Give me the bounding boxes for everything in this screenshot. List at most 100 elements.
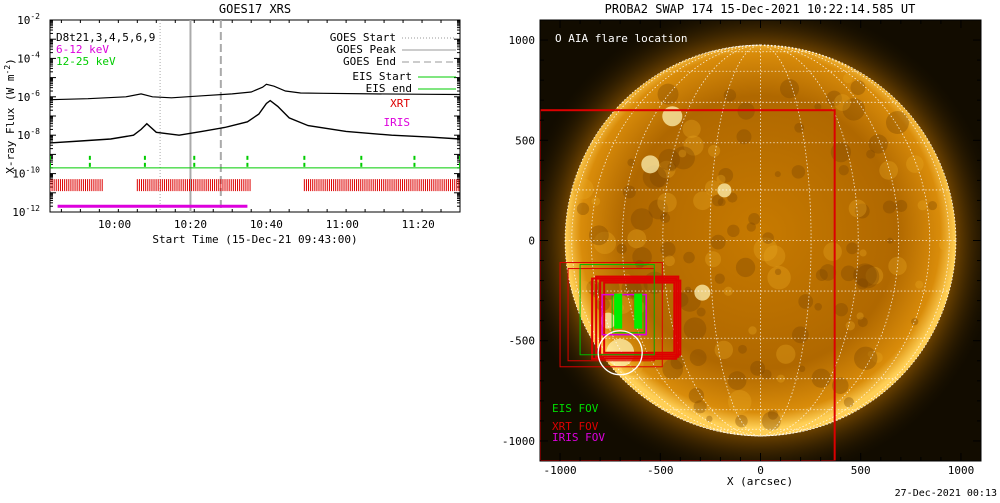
- surface-mottle: [775, 269, 781, 275]
- surface-mottle: [727, 225, 739, 237]
- surface-mottle: [658, 84, 679, 105]
- swap-x-tick-label: 1000: [948, 464, 975, 477]
- surface-mottle: [592, 197, 601, 206]
- surface-mottle: [735, 415, 747, 427]
- surface-mottle: [577, 281, 590, 294]
- surface-mottle: [814, 303, 822, 311]
- surface-mottle: [736, 258, 755, 277]
- swap-y-tick-label: -500: [509, 335, 536, 348]
- surface-mottle: [662, 359, 683, 380]
- surface-mottle: [728, 371, 747, 390]
- surface-mottle: [895, 200, 907, 212]
- swap-x-axis-label: X (arcsec): [727, 475, 793, 488]
- surface-mottle: [708, 145, 720, 157]
- swap-x-tick-label: -500: [647, 464, 674, 477]
- surface-mottle: [724, 89, 736, 101]
- surface-mottle: [798, 294, 813, 309]
- goes-y-tick-label: 10-12: [12, 204, 40, 219]
- swap-x-tick-label: 500: [851, 464, 871, 477]
- goes-y-tick-exp: -8: [30, 127, 40, 136]
- surface-mottle: [928, 201, 937, 210]
- surface-mottle: [627, 229, 646, 248]
- legend-iris-label: IRIS: [384, 116, 411, 129]
- legend-xrt-label: XRT: [390, 97, 410, 110]
- surface-mottle: [762, 412, 781, 431]
- surface-mottle: [839, 165, 849, 175]
- surface-mottle: [911, 318, 918, 325]
- legend-12-25kev-label: 12-25 keV: [56, 55, 116, 68]
- surface-mottle: [724, 287, 733, 296]
- goes-y-tick-base: 10: [17, 129, 30, 142]
- goes-y-tick-exp: -12: [26, 204, 41, 213]
- surface-mottle: [835, 303, 848, 316]
- goes-x-tick-label: 11:00: [326, 218, 359, 231]
- surface-mottle: [690, 349, 707, 366]
- surface-mottle: [715, 274, 725, 284]
- surface-mottle: [660, 213, 670, 223]
- surface-mottle: [844, 397, 854, 407]
- surface-mottle: [857, 312, 864, 319]
- surface-mottle: [799, 366, 805, 372]
- surface-mottle: [814, 103, 821, 110]
- surface-mottle: [627, 159, 635, 167]
- surface-mottle: [748, 213, 760, 225]
- goes-x-tick-label: 11:20: [402, 218, 435, 231]
- surface-mottle: [812, 369, 831, 388]
- surface-mottle: [762, 232, 774, 244]
- surface-mottle: [679, 150, 687, 158]
- swap-y-tick-label: 0: [528, 235, 535, 248]
- goes-x-tick-label: 10:20: [174, 218, 207, 231]
- eis-timeline: [50, 156, 460, 168]
- active-region: [694, 285, 710, 301]
- swap-y-tick-label: 1000: [509, 34, 536, 47]
- legend-eis-end-label: EIS end: [366, 82, 412, 95]
- surface-mottle: [780, 79, 799, 98]
- goes-y-tick-exp: -4: [30, 50, 40, 59]
- eis-slit-bar: [614, 294, 622, 329]
- surface-mottle: [888, 257, 906, 275]
- swap-y-tick-label: -1000: [502, 435, 535, 448]
- surface-mottle: [711, 235, 726, 250]
- surface-mottle: [846, 321, 855, 330]
- surface-mottle: [738, 345, 747, 354]
- surface-mottle: [683, 252, 695, 264]
- goes-y-tick-exp: -2: [30, 12, 40, 21]
- goes-y-tick-label: 10-4: [17, 50, 40, 65]
- surface-mottle: [775, 171, 781, 177]
- goes-y-axis-label: X-ray Flux (W m-2): [3, 58, 17, 174]
- surface-mottle: [823, 242, 842, 261]
- surface-mottle: [748, 326, 756, 334]
- goes-x-tick-label: 10:40: [250, 218, 283, 231]
- surface-mottle: [792, 165, 806, 179]
- surface-mottle: [792, 326, 809, 343]
- surface-mottle: [846, 242, 858, 254]
- swap-title: PROBA2 SWAP 174 15-Dec-2021 10:22:14.585…: [605, 2, 916, 16]
- surface-mottle: [689, 388, 704, 403]
- goes-y-tick-label: 10-6: [17, 89, 40, 104]
- surface-mottle: [664, 256, 675, 267]
- legend-goes-end-label: GOES End: [343, 55, 396, 68]
- surface-mottle: [850, 80, 865, 95]
- surface-mottle: [658, 149, 680, 171]
- surface-mottle: [573, 178, 594, 199]
- active-region: [717, 183, 731, 197]
- goes-y-tick-label: 10-8: [17, 127, 40, 142]
- surface-mottle: [750, 361, 765, 376]
- surface-mottle: [939, 240, 949, 250]
- surface-mottle: [915, 281, 923, 289]
- surface-mottle: [617, 244, 627, 254]
- goes-y-tick-base: 10: [12, 206, 25, 219]
- goes-y-tick-base: 10: [17, 91, 30, 104]
- goes-y-tick-label: 10-2: [17, 12, 40, 27]
- surface-mottle: [697, 308, 706, 317]
- surface-mottle: [883, 200, 896, 213]
- goes-y-tick-base: 10: [17, 52, 30, 65]
- surface-mottle: [577, 203, 589, 215]
- eis-slit-bar: [634, 294, 642, 329]
- surface-mottle: [860, 249, 867, 256]
- surface-mottle: [631, 208, 653, 230]
- surface-mottle: [841, 266, 857, 282]
- swap-y-tick-label: 500: [515, 134, 535, 147]
